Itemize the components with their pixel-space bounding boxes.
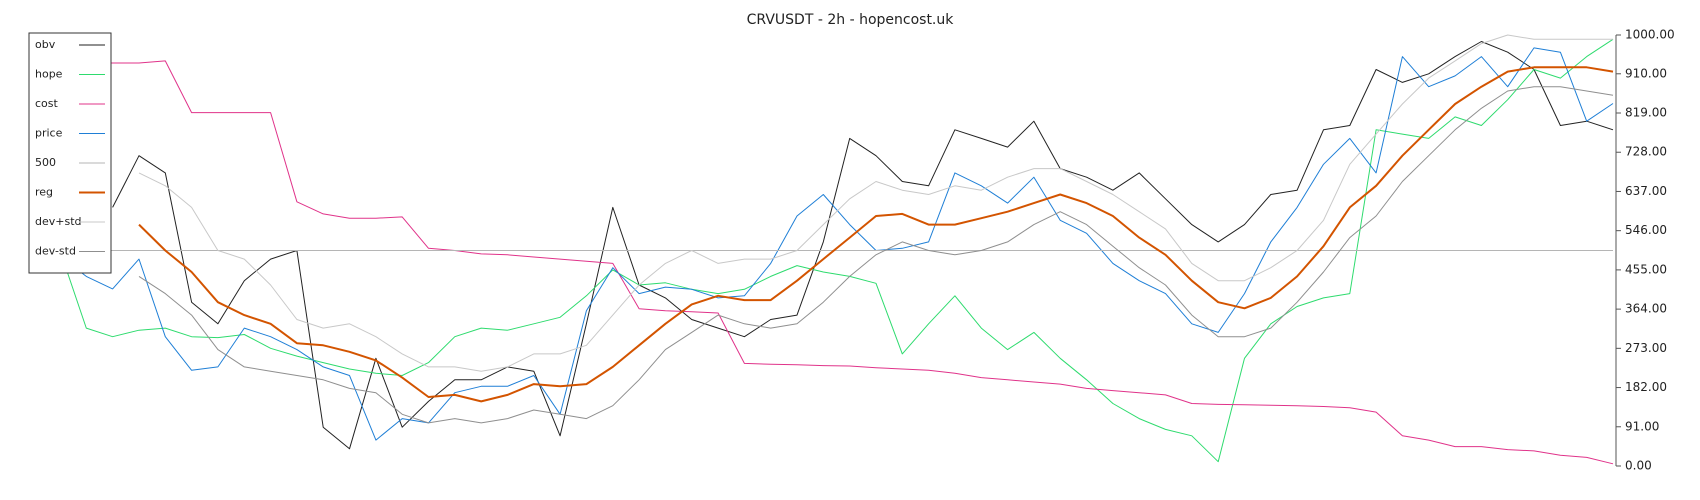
series-line	[138, 86, 1614, 424]
y-tick-label: 0.00	[1625, 459, 1652, 473]
chart-title: CRVUSDT - 2h - hopencost.uk	[747, 12, 955, 28]
legend-label: reg	[35, 186, 53, 199]
y-tick-label: 182.00	[1625, 380, 1667, 394]
legend-label: price	[35, 127, 63, 140]
series-line	[59, 47, 1614, 441]
y-tick-label: 273.00	[1625, 341, 1667, 355]
series-line	[59, 38, 1614, 463]
y-tick-label: 637.00	[1625, 184, 1667, 198]
y-tick-label: 91.00	[1625, 419, 1659, 433]
legend-label: dev-std	[35, 245, 76, 258]
y-tick-label: 819.00	[1625, 106, 1667, 120]
series-line	[138, 66, 1614, 403]
series-line	[60, 60, 1614, 465]
y-tick-label: 455.00	[1625, 262, 1667, 276]
y-tick-label: 1000.00	[1625, 28, 1675, 42]
y-tick-label: 546.00	[1625, 223, 1667, 237]
legend-label: obv	[35, 38, 56, 51]
legend-label: 500	[35, 156, 56, 169]
legend-box	[28, 32, 112, 274]
series-line	[112, 41, 1614, 450]
y-tick-label: 728.00	[1625, 145, 1667, 159]
y-tick-label: 910.00	[1625, 66, 1667, 80]
legend-label: hope	[35, 68, 63, 81]
legend-label: dev+std	[35, 215, 82, 228]
y-tick-label: 364.00	[1625, 302, 1667, 316]
series-line	[138, 34, 1613, 372]
legend-label: cost	[35, 97, 59, 110]
